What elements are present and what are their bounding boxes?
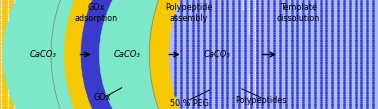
Text: GOx: GOx (93, 93, 111, 102)
Text: Polypeptides: Polypeptides (235, 96, 287, 105)
Text: Polypeptide
assembly: Polypeptide assembly (166, 3, 212, 23)
Text: Template
dissolution: Template dissolution (277, 3, 320, 23)
Ellipse shape (3, 0, 251, 109)
Ellipse shape (64, 0, 370, 109)
Ellipse shape (0, 0, 265, 109)
Ellipse shape (0, 0, 277, 109)
Text: CaCO₃: CaCO₃ (30, 50, 57, 59)
Ellipse shape (99, 0, 335, 109)
Ellipse shape (81, 0, 354, 109)
Text: 50 % PEG: 50 % PEG (170, 99, 209, 108)
Ellipse shape (51, 0, 378, 109)
Ellipse shape (0, 0, 285, 109)
Ellipse shape (149, 0, 378, 109)
Ellipse shape (0, 0, 180, 109)
Text: GOx
adsorption: GOx adsorption (75, 3, 118, 23)
Ellipse shape (169, 0, 378, 109)
Text: CaCO₃: CaCO₃ (204, 50, 231, 59)
Text: CaCO₃: CaCO₃ (113, 50, 140, 59)
